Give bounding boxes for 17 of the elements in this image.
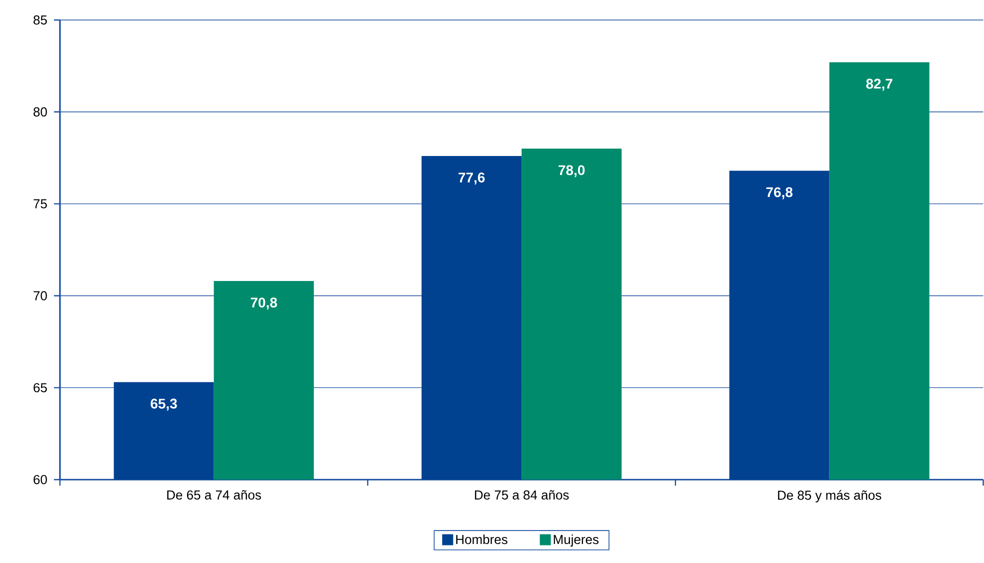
legend-label: Hombres bbox=[456, 534, 508, 544]
data-label: 77,6 bbox=[458, 172, 485, 185]
legend-label: Mujeres bbox=[554, 534, 599, 547]
y-tick-label: 85 bbox=[34, 16, 47, 25]
y-tick-label: 75 bbox=[34, 200, 47, 209]
x-tick-label: De 85 y más años bbox=[778, 490, 882, 503]
y-tick-label: 80 bbox=[34, 108, 47, 117]
x-tick-label: De 65 a 74 años bbox=[167, 490, 261, 500]
data-label: 70,8 bbox=[250, 298, 278, 310]
data-label: 76,8 bbox=[766, 187, 793, 200]
data-label: 82,7 bbox=[866, 79, 892, 91]
data-label: 78,0 bbox=[558, 165, 585, 178]
y-tick-label: 65 bbox=[34, 383, 47, 392]
data-label: 65,3 bbox=[150, 398, 177, 411]
x-tick-label: De 75 a 84 años bbox=[474, 490, 569, 500]
y-tick-label: 60 bbox=[34, 475, 47, 484]
y-tick-label: 70 bbox=[34, 291, 47, 301]
